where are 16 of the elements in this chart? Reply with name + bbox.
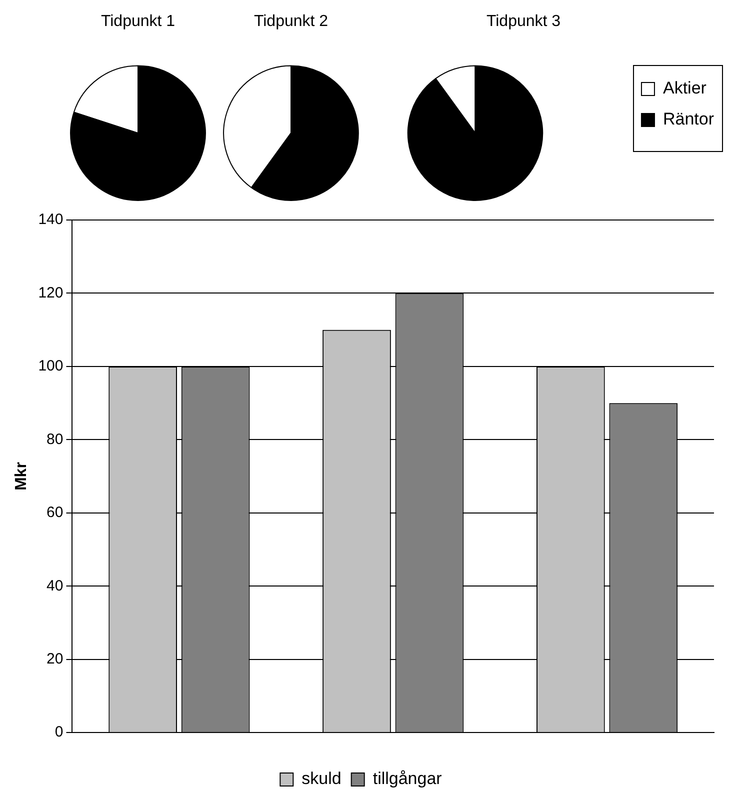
chart-title: Tidpunkt 3: [486, 13, 561, 30]
legend-label: skuld: [302, 769, 342, 788]
y-tick-label: 60: [46, 504, 64, 522]
y-tick-label: 0: [54, 724, 64, 741]
y-tick-label: 40: [46, 577, 64, 594]
y-tick-label: 140: [38, 211, 64, 228]
legend-label: Räntor: [662, 110, 714, 129]
y-tick-label: 120: [38, 284, 64, 302]
y-axis-title: Mkr: [13, 462, 30, 491]
y-tick-label: 20: [46, 650, 64, 668]
y-tick-label: 80: [46, 430, 64, 448]
legend-label: Aktier: [662, 78, 707, 98]
y-tick-label: 100: [38, 358, 64, 375]
chart-title: Tidpunkt 1: [100, 13, 176, 30]
legend-label: tillgångar: [372, 769, 442, 788]
chart-title: Tidpunkt 2: [254, 13, 328, 30]
